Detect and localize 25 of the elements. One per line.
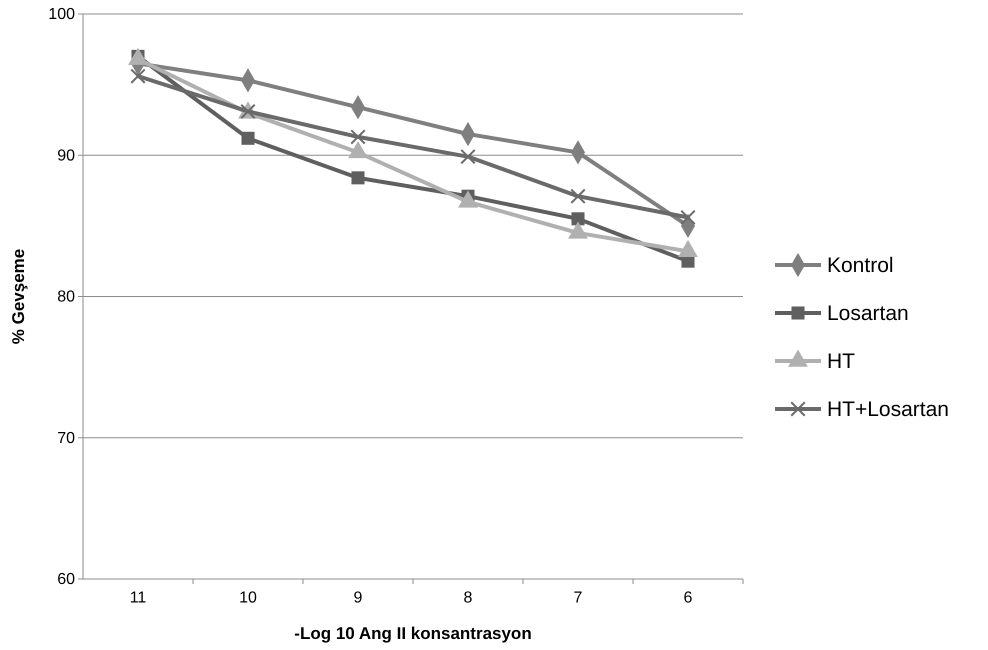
y-tick-label: 90 xyxy=(57,147,76,164)
x-tick-label: 8 xyxy=(464,589,473,606)
y-tick-label: 80 xyxy=(57,288,76,306)
point xyxy=(130,68,146,84)
point xyxy=(680,210,696,226)
x-axis-title: -Log 10 Ang II konsantrasyon xyxy=(294,624,532,643)
point xyxy=(351,171,365,184)
point xyxy=(570,188,586,204)
point xyxy=(241,132,255,145)
x-tick-label: 10 xyxy=(239,589,257,606)
point xyxy=(571,212,585,226)
x-tick-label: 7 xyxy=(574,589,583,606)
y-tick-label: 60 xyxy=(57,571,76,588)
y-axis-title: % Gevşeme xyxy=(9,248,28,344)
x-tick-label: 11 xyxy=(130,589,146,606)
y-tick-label: 70 xyxy=(57,430,76,447)
point xyxy=(460,148,476,164)
x-tick-label: 9 xyxy=(354,589,363,606)
legend-label: HT+Losartan xyxy=(827,398,949,421)
legend-label: HT xyxy=(827,350,856,373)
legend-label: Losartan xyxy=(827,302,909,325)
y-tick-label: 100 xyxy=(48,6,76,24)
point xyxy=(350,129,366,145)
legend-label: Kontrol xyxy=(827,254,894,277)
x-tick-label: 6 xyxy=(684,589,693,606)
